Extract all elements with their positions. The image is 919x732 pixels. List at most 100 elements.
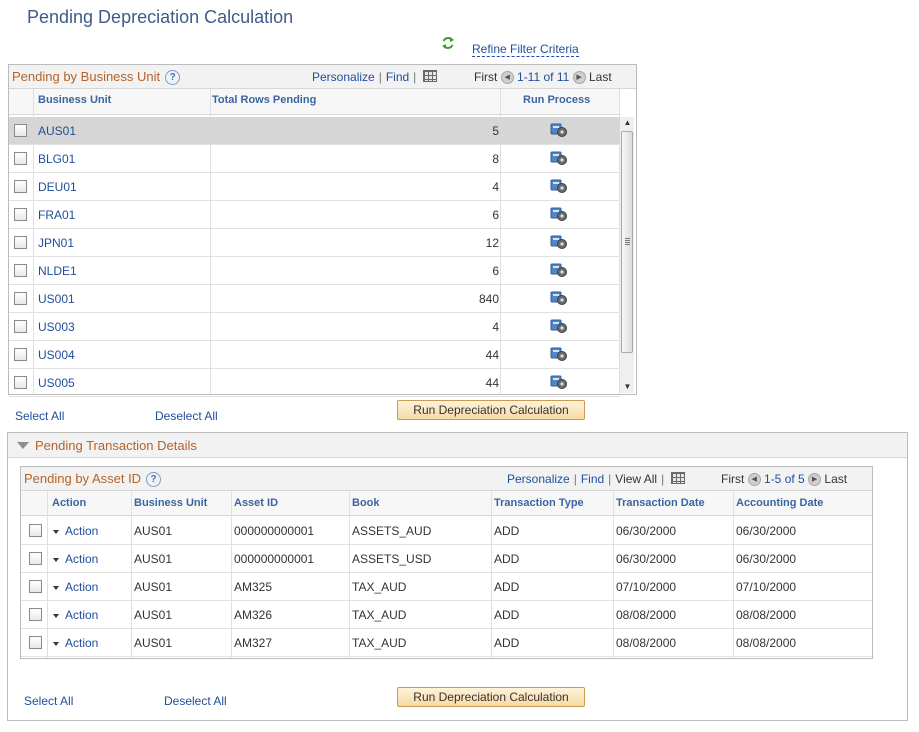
table-row[interactable]: NLDE1 6	[9, 257, 620, 285]
table-row[interactable]: DEU01 4	[9, 173, 620, 201]
chevron-down-icon[interactable]	[53, 613, 59, 618]
view-all-link[interactable]: View All	[615, 472, 658, 486]
table-row[interactable]: US005 44	[9, 369, 620, 397]
business-unit-link[interactable]: AUS01	[38, 124, 77, 138]
business-unit-link[interactable]: FRA01	[38, 208, 76, 222]
business-unit-link[interactable]: NLDE1	[38, 264, 77, 278]
run-process-icon[interactable]	[550, 206, 568, 222]
previous-row-icon[interactable]: ◀	[500, 71, 514, 85]
row-checkbox[interactable]	[14, 348, 27, 361]
first-label[interactable]: First	[474, 70, 498, 84]
row-checkbox[interactable]	[29, 636, 42, 649]
column-header-asset-id[interactable]: Asset ID	[234, 497, 279, 509]
action-link[interactable]: Action	[65, 608, 99, 622]
column-header-business-unit[interactable]: Business Unit	[38, 94, 112, 106]
help-icon[interactable]: ?	[165, 70, 181, 86]
next-row-icon[interactable]: ▶	[808, 473, 822, 487]
row-checkbox[interactable]	[14, 292, 27, 305]
download-grid-icon[interactable]	[423, 70, 438, 82]
find-link[interactable]: Find	[385, 70, 410, 84]
action-link[interactable]: Action	[65, 580, 99, 594]
business-unit-link[interactable]: US004	[38, 348, 75, 362]
action-menu[interactable]: Action	[53, 629, 98, 657]
table-row[interactable]: JPN01 12	[9, 229, 620, 257]
table-row[interactable]: Action AUS01 000000000001 ASSETS_AUD ADD 06/3…	[21, 517, 872, 545]
scroll-up-icon[interactable]: ▲	[623, 118, 632, 127]
scroll-thumb[interactable]	[621, 131, 633, 353]
row-checkbox[interactable]	[14, 208, 27, 221]
table-row[interactable]: Action AUS01 AM326 TAX_AUD ADD 08/08/2000 08/0…	[21, 601, 872, 629]
row-checkbox[interactable]	[14, 152, 27, 165]
run-process-icon[interactable]	[550, 318, 568, 334]
vertical-scrollbar[interactable]: ▲ ▼	[619, 117, 634, 393]
column-header-book[interactable]: Book	[352, 497, 380, 509]
select-all-link[interactable]: Select All	[15, 409, 65, 423]
run-process-icon[interactable]	[550, 374, 568, 390]
action-menu[interactable]: Action	[53, 545, 98, 573]
table-row[interactable]: AUS01 5	[9, 117, 620, 145]
refine-filter-link[interactable]: Refine Filter Criteria	[472, 42, 579, 57]
table-row[interactable]: US004 44	[9, 341, 620, 369]
refresh-icon[interactable]	[441, 36, 455, 50]
run-process-icon[interactable]	[550, 346, 568, 362]
first-label[interactable]: First	[721, 472, 745, 486]
chevron-down-icon[interactable]	[53, 585, 59, 590]
action-menu[interactable]: Action	[53, 601, 98, 629]
select-all-link[interactable]: Select All	[24, 694, 74, 708]
row-checkbox[interactable]	[29, 524, 42, 537]
chevron-down-icon[interactable]	[53, 641, 59, 646]
table-row[interactable]: Action AUS01 AM327 TAX_AUD ADD 08/08/2000 08/0…	[21, 629, 872, 657]
section-header[interactable]: Pending Transaction Details	[8, 433, 907, 458]
table-row[interactable]: FRA01 6	[9, 201, 620, 229]
chevron-down-icon[interactable]	[53, 529, 59, 534]
table-row[interactable]: US003 4	[9, 313, 620, 341]
business-unit-link[interactable]: BLG01	[38, 152, 76, 166]
column-header-transaction-type[interactable]: Transaction Type	[494, 497, 584, 509]
row-checkbox[interactable]	[29, 580, 42, 593]
row-checkbox[interactable]	[29, 608, 42, 621]
next-row-icon[interactable]: ▶	[572, 71, 586, 85]
row-checkbox[interactable]	[14, 320, 27, 333]
run-depreciation-button[interactable]: Run Depreciation Calculation	[397, 687, 585, 707]
deselect-all-link[interactable]: Deselect All	[164, 694, 227, 708]
run-process-icon[interactable]	[550, 262, 568, 278]
action-link[interactable]: Action	[65, 552, 99, 566]
table-row[interactable]: US001 840	[9, 285, 620, 313]
action-menu[interactable]: Action	[53, 573, 98, 601]
business-unit-link[interactable]: US001	[38, 292, 75, 306]
action-link[interactable]: Action	[65, 524, 99, 538]
table-row[interactable]: BLG01 8	[9, 145, 620, 173]
last-label[interactable]: Last	[588, 70, 612, 84]
row-checkbox[interactable]	[29, 552, 42, 565]
business-unit-link[interactable]: JPN01	[38, 236, 75, 250]
business-unit-link[interactable]: US003	[38, 320, 75, 334]
row-checkbox[interactable]	[14, 264, 27, 277]
run-process-icon[interactable]	[550, 122, 568, 138]
run-process-icon[interactable]	[550, 290, 568, 306]
download-grid-icon[interactable]	[671, 472, 686, 484]
scroll-down-icon[interactable]: ▼	[623, 382, 632, 391]
run-process-icon[interactable]	[550, 178, 568, 194]
run-process-icon[interactable]	[550, 150, 568, 166]
column-header-accounting-date[interactable]: Accounting Date	[736, 497, 824, 509]
row-checkbox[interactable]	[14, 180, 27, 193]
personalize-link[interactable]: Personalize	[507, 472, 570, 486]
table-row[interactable]: Action AUS01 000000000001 ASSETS_USD ADD 06/3…	[21, 545, 872, 573]
section-title[interactable]: Pending Transaction Details	[35, 438, 197, 453]
row-checkbox[interactable]	[14, 236, 27, 249]
personalize-link[interactable]: Personalize	[312, 70, 375, 84]
row-checkbox[interactable]	[14, 376, 27, 389]
action-menu[interactable]: Action	[53, 517, 98, 545]
deselect-all-link[interactable]: Deselect All	[155, 409, 218, 423]
chevron-down-icon[interactable]	[53, 557, 59, 562]
row-checkbox[interactable]	[14, 124, 27, 137]
column-header-transaction-date[interactable]: Transaction Date	[616, 497, 705, 509]
last-label[interactable]: Last	[824, 472, 848, 486]
help-icon[interactable]: ?	[146, 472, 162, 488]
run-depreciation-button[interactable]: Run Depreciation Calculation	[397, 400, 585, 420]
business-unit-link[interactable]: US005	[38, 376, 75, 390]
action-link[interactable]: Action	[65, 636, 99, 650]
collapse-icon[interactable]	[17, 442, 29, 449]
table-row[interactable]: Action AUS01 AM325 TAX_AUD ADD 07/10/2000 07/1…	[21, 573, 872, 601]
business-unit-link[interactable]: DEU01	[38, 180, 77, 194]
